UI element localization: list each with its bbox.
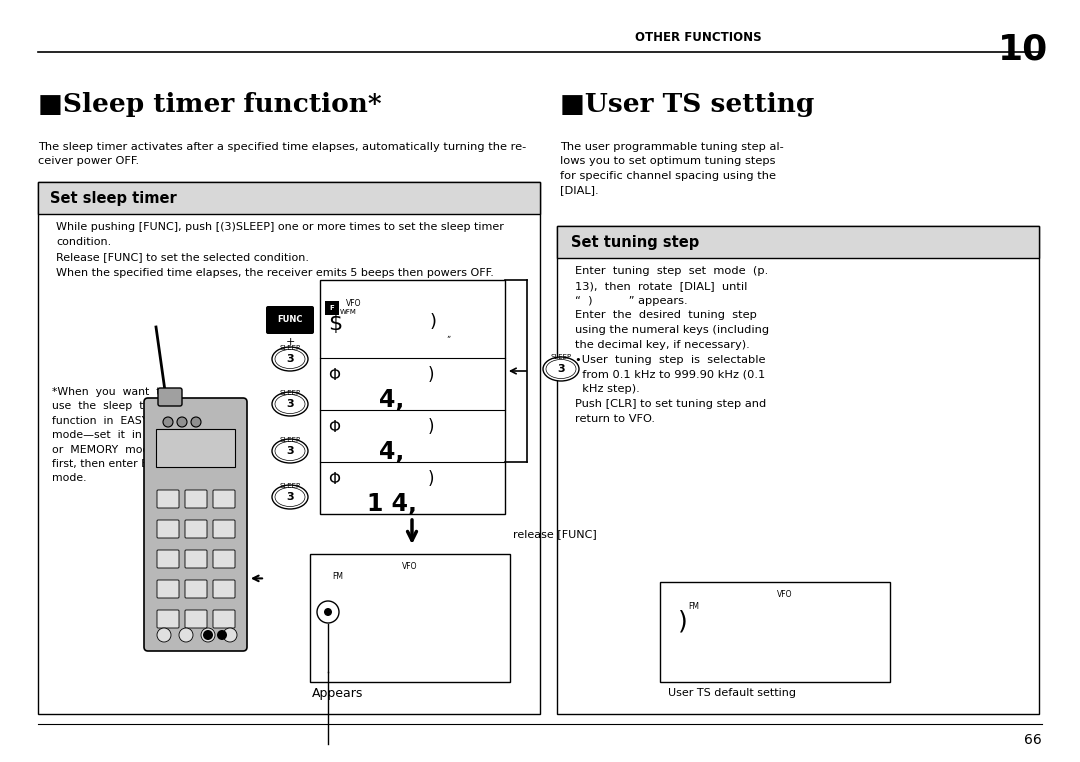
Ellipse shape	[275, 350, 305, 369]
Ellipse shape	[272, 485, 308, 509]
Text: ■User TS setting: ■User TS setting	[561, 92, 814, 117]
Bar	[38, 182, 540, 714]
Text: +: +	[285, 337, 295, 347]
Text: ,,: ,,	[446, 329, 451, 338]
Ellipse shape	[272, 347, 308, 371]
Text: 3: 3	[286, 446, 294, 456]
FancyBboxPatch shape	[185, 610, 207, 628]
Text: 10: 10	[998, 33, 1048, 67]
Text: SLEEP: SLEEP	[280, 345, 300, 351]
Text: 1 4,: 1 4,	[367, 492, 417, 516]
Text: The user programmable tuning step al-
lows you to set optimum tuning steps
for s: The user programmable tuning step al- lo…	[561, 142, 784, 195]
Text: VFO: VFO	[346, 299, 362, 309]
Bar	[38, 182, 540, 214]
Text: Enter  tuning  step  set  mode  (p.
13),  then  rotate  [DIAL]  until
“  )      : Enter tuning step set mode (p. 13), then…	[575, 266, 769, 424]
Text: OTHER FUNCTIONS: OTHER FUNCTIONS	[635, 31, 761, 44]
Bar	[320, 280, 505, 514]
Bar	[557, 226, 1039, 714]
Text: ■Sleep timer function*: ■Sleep timer function*	[38, 92, 381, 117]
Text: SLEEP: SLEEP	[280, 437, 300, 443]
FancyBboxPatch shape	[185, 550, 207, 568]
Text: ): )	[678, 610, 688, 634]
Text: Set sleep timer: Set sleep timer	[50, 190, 177, 206]
Ellipse shape	[275, 441, 305, 460]
Text: Φ: Φ	[328, 368, 340, 383]
FancyBboxPatch shape	[157, 490, 179, 508]
Text: 4,: 4,	[379, 440, 405, 464]
Text: VFO: VFO	[778, 590, 793, 599]
Text: SLEEP: SLEEP	[280, 390, 300, 396]
FancyBboxPatch shape	[213, 490, 235, 508]
FancyBboxPatch shape	[157, 550, 179, 568]
Text: *When  you  want  to
use  the  sleep  timer
function  in  EASY
mode—set  it  in : *When you want to use the sleep timer fu…	[52, 387, 171, 483]
FancyBboxPatch shape	[185, 520, 207, 538]
FancyBboxPatch shape	[185, 580, 207, 598]
Text: 3: 3	[286, 492, 294, 502]
FancyBboxPatch shape	[157, 580, 179, 598]
Text: FM: FM	[688, 602, 699, 611]
Text: 66: 66	[1024, 733, 1042, 747]
Bar	[156, 429, 235, 467]
Circle shape	[324, 608, 332, 616]
FancyBboxPatch shape	[144, 398, 247, 651]
FancyBboxPatch shape	[213, 580, 235, 598]
Text: $: $	[328, 314, 342, 334]
Ellipse shape	[543, 357, 579, 381]
Text: Φ: Φ	[328, 472, 340, 487]
FancyBboxPatch shape	[213, 610, 235, 628]
Bar	[310, 554, 510, 682]
Bar	[557, 226, 1039, 258]
Circle shape	[191, 417, 201, 427]
Ellipse shape	[275, 395, 305, 414]
Text: 3: 3	[286, 354, 294, 364]
Text: While pushing [FUNC], push [(3)SLEEP] one or more times to set the sleep timer
c: While pushing [FUNC], push [(3)SLEEP] on…	[56, 222, 504, 277]
Text: 3: 3	[557, 364, 565, 374]
Text: 4,: 4,	[379, 388, 405, 412]
FancyBboxPatch shape	[266, 306, 314, 334]
Text: FUNC: FUNC	[278, 315, 302, 325]
Text: Appears: Appears	[312, 687, 363, 700]
Text: FM: FM	[332, 572, 343, 581]
Text: release [FUNC]: release [FUNC]	[513, 529, 597, 539]
Circle shape	[222, 628, 237, 642]
FancyBboxPatch shape	[213, 550, 235, 568]
Text: WFM: WFM	[340, 309, 356, 315]
Ellipse shape	[272, 439, 308, 463]
Circle shape	[318, 601, 339, 623]
Bar	[660, 582, 890, 682]
Text: Φ: Φ	[328, 420, 340, 435]
Ellipse shape	[272, 392, 308, 416]
Text: Set tuning step: Set tuning step	[571, 235, 699, 249]
FancyBboxPatch shape	[213, 520, 235, 538]
Circle shape	[217, 630, 227, 640]
Circle shape	[177, 417, 187, 427]
FancyBboxPatch shape	[158, 388, 183, 406]
Text: ): )	[428, 470, 434, 488]
Ellipse shape	[275, 488, 305, 507]
FancyBboxPatch shape	[325, 301, 339, 315]
Text: F: F	[329, 305, 335, 311]
Text: SLEEP: SLEEP	[551, 354, 571, 360]
FancyBboxPatch shape	[157, 520, 179, 538]
Text: ): )	[428, 366, 434, 384]
Circle shape	[163, 417, 173, 427]
Circle shape	[179, 628, 193, 642]
Text: The sleep timer activates after a specified time elapses, automatically turning : The sleep timer activates after a specif…	[38, 142, 526, 166]
Ellipse shape	[546, 360, 576, 379]
Circle shape	[201, 628, 215, 642]
FancyBboxPatch shape	[185, 490, 207, 508]
Circle shape	[203, 630, 213, 640]
Text: ): )	[430, 313, 437, 331]
Text: 3: 3	[286, 399, 294, 409]
FancyBboxPatch shape	[157, 610, 179, 628]
Text: User TS default setting: User TS default setting	[669, 688, 796, 698]
Circle shape	[157, 628, 171, 642]
Text: ): )	[428, 418, 434, 436]
Text: SLEEP: SLEEP	[280, 483, 300, 489]
Text: VFO: VFO	[402, 562, 418, 571]
